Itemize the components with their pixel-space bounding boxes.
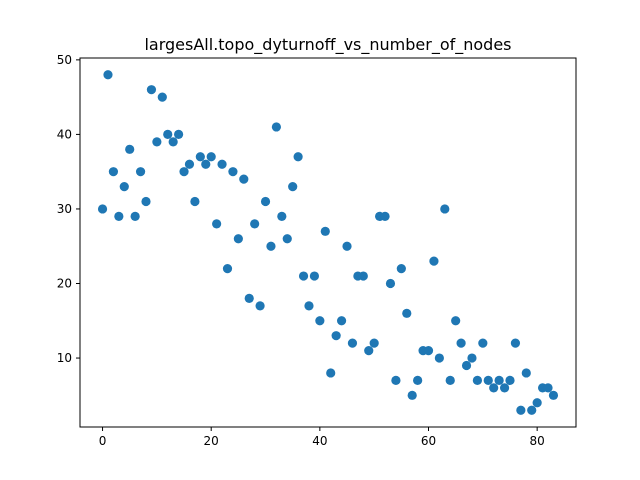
data-point xyxy=(195,152,205,162)
data-points xyxy=(97,70,559,415)
data-point xyxy=(114,211,124,222)
data-point xyxy=(467,353,477,363)
x-tick-label: 20 xyxy=(204,434,219,448)
data-point xyxy=(174,129,184,140)
data-point xyxy=(304,301,314,311)
data-point xyxy=(532,398,542,408)
data-point xyxy=(125,144,135,154)
data-point xyxy=(494,375,504,386)
data-point xyxy=(293,152,303,162)
data-point xyxy=(413,375,423,386)
data-point xyxy=(456,338,466,348)
data-point xyxy=(260,196,271,207)
data-point xyxy=(510,338,521,348)
data-point xyxy=(347,338,358,348)
data-point xyxy=(97,204,108,214)
data-point xyxy=(266,241,276,251)
data-point xyxy=(331,331,341,341)
data-point xyxy=(434,353,444,363)
data-point xyxy=(527,405,537,415)
data-point xyxy=(315,316,325,326)
data-point xyxy=(244,293,254,304)
data-point xyxy=(402,308,412,318)
data-point xyxy=(391,375,401,386)
data-point xyxy=(190,196,200,207)
data-point xyxy=(184,159,195,169)
data-point xyxy=(489,383,499,393)
data-point xyxy=(250,219,260,229)
x-tick-label: 0 xyxy=(99,434,107,448)
data-point xyxy=(521,368,531,378)
x-tick-label: 40 xyxy=(312,434,327,448)
data-point xyxy=(271,122,281,132)
data-point xyxy=(440,204,450,214)
data-point xyxy=(342,241,352,251)
data-point xyxy=(288,181,298,192)
x-tick-label: 60 xyxy=(421,434,436,448)
data-point xyxy=(358,271,368,281)
data-point xyxy=(461,360,472,371)
data-point xyxy=(396,263,406,274)
data-point xyxy=(505,375,515,386)
data-point xyxy=(222,263,233,274)
data-point xyxy=(429,256,439,266)
data-point xyxy=(255,301,265,311)
data-point xyxy=(369,338,379,348)
x-tick-label: 80 xyxy=(530,434,545,448)
data-point xyxy=(320,226,330,236)
data-point xyxy=(407,390,417,400)
data-point xyxy=(478,338,488,348)
data-point xyxy=(309,271,320,281)
y-tick-label: 50 xyxy=(57,53,72,67)
y-tick-label: 30 xyxy=(57,202,72,216)
y-tick-label: 20 xyxy=(57,277,72,291)
plot-frame xyxy=(79,57,577,428)
y-tick-label: 10 xyxy=(57,351,72,365)
data-point xyxy=(212,219,222,229)
data-point xyxy=(423,345,434,356)
data-point xyxy=(119,181,129,192)
data-point xyxy=(217,159,227,169)
y-tick-label: 40 xyxy=(57,127,72,141)
x-axis-ticks: 0 20 40 60 80 xyxy=(99,427,545,448)
data-point xyxy=(130,211,140,222)
data-point xyxy=(146,85,157,95)
data-point xyxy=(103,70,113,80)
data-point xyxy=(201,159,211,169)
data-point xyxy=(326,368,336,378)
data-point xyxy=(499,383,510,393)
data-point xyxy=(472,375,482,386)
data-point xyxy=(152,137,162,147)
data-point xyxy=(451,316,461,326)
data-point xyxy=(282,234,292,244)
data-point xyxy=(233,234,243,244)
data-point xyxy=(385,278,396,289)
data-point xyxy=(168,137,178,147)
data-point xyxy=(548,390,559,400)
data-point xyxy=(483,375,493,386)
data-point xyxy=(543,383,553,393)
data-point xyxy=(163,129,173,140)
data-point xyxy=(380,211,390,222)
data-point xyxy=(157,92,167,102)
data-point xyxy=(336,316,347,326)
y-axis-ticks: 10 20 30 40 50 xyxy=(57,53,80,365)
data-point xyxy=(141,196,151,207)
data-point xyxy=(228,167,238,177)
data-point xyxy=(277,211,287,222)
data-point xyxy=(239,174,249,184)
chart-title: largesAll.topo_dyturnoff_vs_number_of_no… xyxy=(144,35,511,55)
data-point xyxy=(445,375,455,386)
data-point xyxy=(298,271,309,281)
data-point xyxy=(206,152,216,162)
data-point xyxy=(364,345,374,356)
data-point xyxy=(135,167,146,177)
data-point xyxy=(108,167,119,177)
data-point xyxy=(179,167,189,177)
data-point xyxy=(516,405,526,415)
